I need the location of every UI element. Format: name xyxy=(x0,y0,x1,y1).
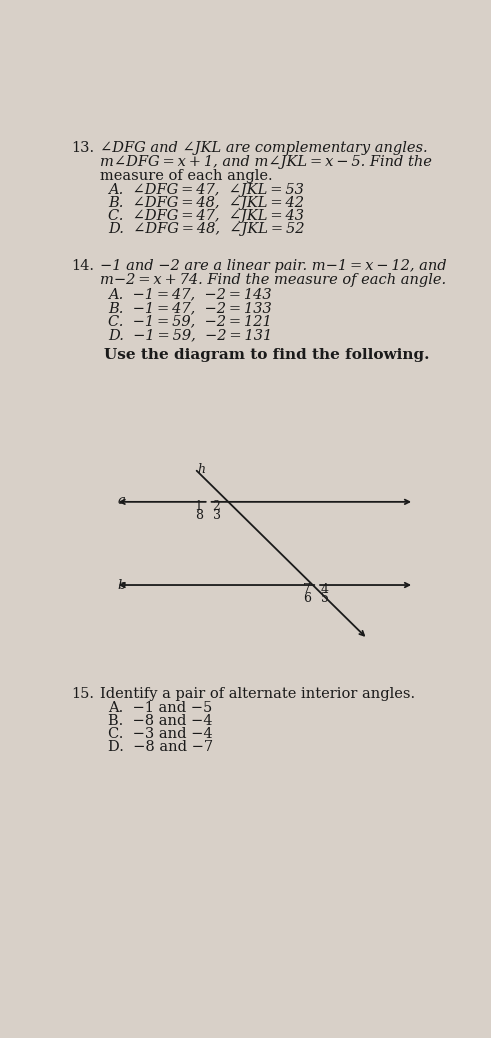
Text: D.  −8 and −7: D. −8 and −7 xyxy=(108,740,213,754)
Text: b: b xyxy=(117,579,126,592)
Text: 6: 6 xyxy=(303,592,311,605)
Text: 8: 8 xyxy=(194,509,203,522)
Text: h: h xyxy=(197,463,205,475)
Text: measure of each angle.: measure of each angle. xyxy=(100,169,273,184)
Text: 14.: 14. xyxy=(72,260,94,273)
Text: 7: 7 xyxy=(303,583,311,597)
Text: C.  −3 and −4: C. −3 and −4 xyxy=(108,727,213,741)
Text: a: a xyxy=(117,494,125,508)
Text: B.  −1 = 47,  −2 = 133: B. −1 = 47, −2 = 133 xyxy=(108,301,272,315)
Text: 1: 1 xyxy=(194,500,203,514)
Text: B.  ∠DFG = 48,  ∠JKL = 42: B. ∠DFG = 48, ∠JKL = 42 xyxy=(108,196,304,210)
Text: 5: 5 xyxy=(321,592,329,605)
Text: Identify a pair of alternate interior angles.: Identify a pair of alternate interior an… xyxy=(100,687,415,701)
Text: 4: 4 xyxy=(321,583,329,597)
Text: A.  −1 = 47,  −2 = 143: A. −1 = 47, −2 = 143 xyxy=(108,288,272,301)
Text: 2: 2 xyxy=(213,500,220,514)
Text: m−2 = x + 74. Find the measure of each angle.: m−2 = x + 74. Find the measure of each a… xyxy=(100,273,446,288)
Text: 3: 3 xyxy=(213,509,220,522)
Text: 15.: 15. xyxy=(72,687,94,701)
Text: A.  −1 and −5: A. −1 and −5 xyxy=(108,701,212,714)
Text: C.  −1 = 59,  −2 = 121: C. −1 = 59, −2 = 121 xyxy=(108,315,272,329)
Text: m∠DFG = x + 1, and m∠JKL = x − 5. Find the: m∠DFG = x + 1, and m∠JKL = x − 5. Find t… xyxy=(100,156,432,169)
Text: A.  ∠DFG = 47,  ∠JKL = 53: A. ∠DFG = 47, ∠JKL = 53 xyxy=(108,183,304,197)
Text: 13.: 13. xyxy=(72,141,95,156)
Text: −1 and −2 are a linear pair. m−1 = x − 12, and: −1 and −2 are a linear pair. m−1 = x − 1… xyxy=(100,260,447,273)
Text: D.  ∠DFG = 48,  ∠JKL = 52: D. ∠DFG = 48, ∠JKL = 52 xyxy=(108,222,304,237)
Text: D.  −1 = 59,  −2 = 131: D. −1 = 59, −2 = 131 xyxy=(108,329,272,343)
Text: B.  −8 and −4: B. −8 and −4 xyxy=(108,713,213,728)
Text: ∠​DFG and ∠​JKL are complementary angles.: ∠​DFG and ∠​JKL are complementary angles… xyxy=(100,141,428,156)
Text: C.  ∠DFG = 47,  ∠JKL = 43: C. ∠DFG = 47, ∠JKL = 43 xyxy=(108,210,304,223)
Text: Use the diagram to find the following.: Use the diagram to find the following. xyxy=(104,348,430,362)
